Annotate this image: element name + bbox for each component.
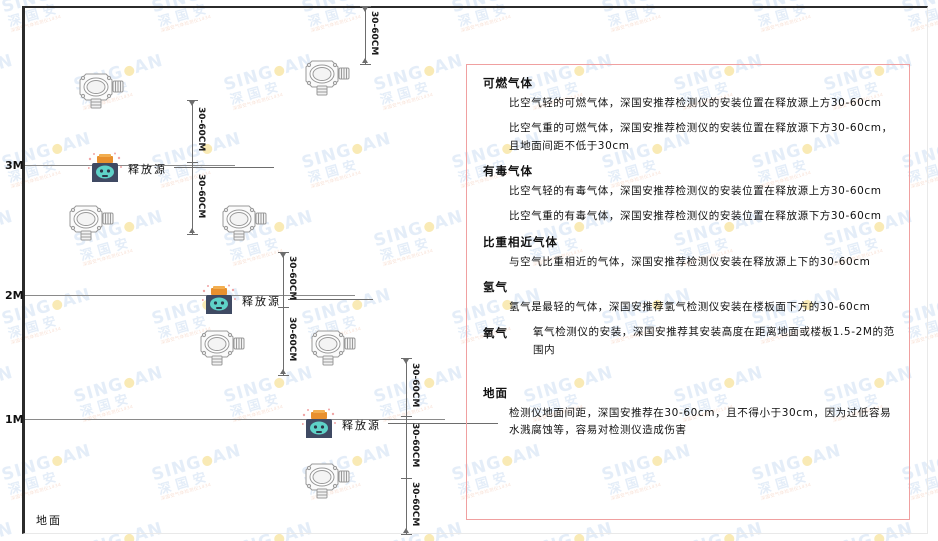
section-title-hydrogen: 氢气 [483,279,508,294]
dimension-label: 30-60CM [410,363,420,408]
dimension-tick [278,307,289,308]
dimension-tick [401,358,412,359]
bottom-right-chain: 30-60CM 30-60CM 30-60CM [401,358,420,535]
dimension-label: 30-60CM [287,317,297,362]
dimension-tick [360,64,371,65]
panel-spacer [483,367,897,379]
dimension-tick [187,100,198,101]
release-source-icon-2 [201,284,236,320]
release-leader-line-1 [174,167,274,168]
level-line-3m [25,165,235,166]
detector-4-icon [215,200,271,248]
dimension-arrow-bottom [402,528,409,533]
middle-chain: 30-60CM 30-60CM [278,252,297,376]
section-paragraph-combustible-gas-1: 比空气轻的可燃气体，深国安推荐检测仪的安装位置在释放源上方30-60cm [509,97,882,109]
release-source-label-2: 释放源 [242,295,281,308]
dimension-tick [278,252,289,253]
top-chain: 30-60CM [360,6,379,65]
dimension-label: 30-60CM [196,174,206,219]
section-title-oxygen: 氧气 [483,326,508,341]
diagram-frame [22,6,928,534]
dimension-arrow-top [188,101,195,106]
section-paragraph-ground-1: 检测仪地面间距，深国安推荐在30-60cm，且不得小于30cm，因为过低容易水溅… [509,406,892,437]
axis-label-2m: 2M [5,289,24,302]
level-line-1m [25,419,445,420]
dimension-arrow-top [402,359,409,364]
dimension-label: 30-60CM [410,423,420,468]
section-paragraph-combustible-gas-2: 比空气重的可燃气体，深国安推荐检测仪的安装位置在释放源下方30-60cm，且地面… [509,122,893,152]
ground-axis-label: 地面 [36,514,62,527]
detector-6-icon [304,325,360,373]
axis-label-3m: 3M [5,159,24,172]
dimension-label: 30-60CM [369,11,379,56]
dimension-spine [365,6,366,64]
section-paragraph-toxic-gas-2: 比空气重的有毒气体，深国安推荐检测仪的安装位置在释放源下方30-60cm [509,210,882,223]
dimension-tick [278,375,289,376]
dimension-tick [401,416,412,417]
detector-3-icon [62,200,118,248]
axis-label-1m: 1M [5,413,24,426]
section-row-oxygen: 氧气 氧气检测仪的安装，深国安推荐其安装高度在距离地面或楼板1.5-2M的范围内 [483,324,897,359]
section-paragraph-similar-density-gas-1: 与空气比重相近的气体，深国安推荐检测仪安装在释放源上下的30-60cm [509,255,871,268]
section-paragraph-oxygen: 氧气检测仪的安装，深国安推荐其安装高度在距离地面或楼板1.5-2M的范围内 [533,326,895,356]
detector-5-icon [193,325,249,373]
release-source-icon-1 [87,152,122,188]
detector-7-icon [298,458,354,506]
dimension-arrow-bottom [361,58,368,63]
release-leader-line-2 [288,299,373,300]
dimension-arrow-bottom [279,369,286,374]
section-paragraph-hydrogen-1: 氢气是最轻的气体，深国安推荐氢气检测仪安装在楼板面下方的30-60cm [509,300,871,313]
section-paragraph-toxic-gas-1: 比空气轻的有毒气体，深国安推荐检测仪的安装位置在释放源上方30-60cm [509,184,882,197]
section-title-similar-density-gas: 比重相近气体 [483,234,558,249]
dimension-label: 30-60CM [287,255,297,300]
dimension-tick [187,162,198,163]
info-panel: 可燃气体比空气轻的可燃气体，深国安推荐检测仪的安装位置在释放源上方30-60cm… [466,64,910,520]
dimension-tick [401,478,412,479]
release-source-label-1: 释放源 [128,163,167,176]
info-panel-body: 可燃气体比空气轻的可燃气体，深国安推荐检测仪的安装位置在释放源上方30-60cm… [483,75,897,439]
release-leader-line-3 [388,423,498,424]
dimension-tick [187,234,198,235]
release-source-label-3: 释放源 [342,419,381,432]
dimension-label: 30-60CM [410,482,420,527]
dimension-tick [360,6,371,7]
upper-left-chain: 30-60CM 30-60CM [187,100,206,235]
dimension-spine [192,100,193,234]
dimension-tick [401,534,412,535]
dimension-arrow-top [279,253,286,258]
dimension-label: 30-60CM [196,107,206,152]
level-line-2m [25,295,355,296]
section-title-toxic-gas: 有毒气体 [483,163,533,178]
detector-2-icon [298,55,354,103]
dimension-spine [283,252,284,375]
section-title-ground: 地面 [483,385,508,400]
dimension-arrow-top [361,7,368,12]
dimension-arrow-bottom [188,228,195,233]
dimension-spine [406,358,407,534]
release-source-icon-3 [301,408,336,444]
detector-1-icon [72,68,128,116]
section-title-combustible-gas: 可燃气体 [483,76,533,90]
